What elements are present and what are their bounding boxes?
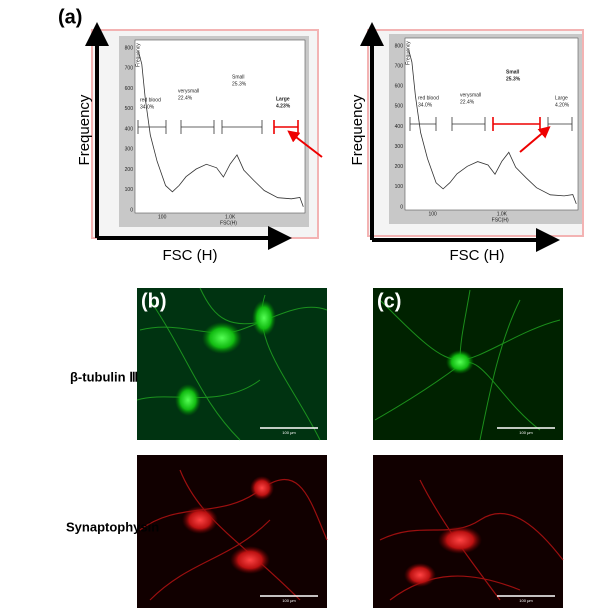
scale-text: 100 μm: [519, 598, 533, 603]
pointer-arrow: [519, 126, 551, 153]
x-tick-label: 100: [429, 211, 438, 217]
gate-name: verysmall: [460, 92, 481, 98]
scale-bars: [260, 427, 555, 597]
histogram-trace: [138, 51, 304, 207]
pointer-arrow: [287, 130, 323, 158]
row-label: β-tubulin Ⅲ: [70, 369, 138, 384]
cell-body: [446, 350, 474, 374]
micrographs: 100 μm 100 μm 100 μm 100 μm (b) (c): [136, 287, 564, 608]
scale-text: 100 μm: [519, 430, 533, 435]
red-cell: [438, 526, 482, 554]
gate-percent: 34.0%: [418, 102, 433, 108]
red-cell: [182, 506, 218, 534]
gate-name: red blood: [140, 97, 161, 103]
x-tick-label: 1.0K: [497, 211, 508, 217]
x-axis-title: FSC (H): [450, 247, 505, 264]
y-tick-label: 700: [395, 63, 404, 69]
y-tick-label: 300: [125, 147, 134, 153]
gate-name: Small: [232, 74, 245, 80]
gate-name: Large: [276, 96, 290, 102]
y-tick-label: 0: [130, 207, 133, 213]
y-tick-label: 0: [400, 204, 403, 210]
y-tick-label: 400: [125, 126, 134, 132]
gate-percent: 4.23%: [276, 103, 291, 109]
panel-label: (c): [377, 290, 401, 312]
panel-label: (a): [58, 6, 82, 28]
y-tick-label: 300: [395, 144, 404, 150]
y-tick-label: 200: [125, 167, 134, 173]
histograms: 800 700 600 500 400 300 200 100 0 Frequency 100 1.0…: [76, 22, 584, 264]
histogram-trace: [408, 49, 577, 205]
gate-name: red blood: [418, 95, 439, 101]
cell-body: [202, 322, 242, 354]
scale-text: 100 μm: [282, 430, 296, 435]
cell-body: [252, 300, 276, 336]
x-axis-title: FSC (H): [163, 247, 218, 264]
y-tick-label: 200: [395, 164, 404, 170]
gate-percent: 34.0%: [140, 104, 155, 110]
y-tick-label: 100: [395, 184, 404, 190]
gate-percent: 22.4%: [460, 99, 475, 105]
inner-x-label: FSC(H): [492, 217, 509, 223]
gate-name: Small: [506, 69, 520, 75]
y-tick-label: 800: [125, 45, 134, 51]
red-cell: [250, 476, 274, 500]
y-tick-label: 800: [395, 43, 404, 49]
y-tick-label: 100: [125, 187, 134, 193]
red-cell: [404, 563, 436, 587]
gate-percent: 25.3%: [232, 81, 247, 87]
x-tick-label: 100: [158, 214, 167, 220]
y-axis-title: Frequency: [76, 94, 93, 165]
y-tick-label: 600: [125, 86, 134, 92]
inner-y-label: Frequency: [135, 43, 141, 67]
gate-name: Large: [555, 95, 568, 101]
image-b-green: [137, 288, 327, 440]
y-tick-label: 700: [125, 66, 134, 72]
y-axis-title: Frequency: [349, 94, 366, 165]
x-tick-label: 1.0K: [225, 214, 236, 220]
y-tick-label: 400: [395, 124, 404, 130]
gate-percent: 25.3%: [506, 76, 521, 82]
gate-percent: 22.4%: [178, 95, 193, 101]
inner-y-label: Frequency: [405, 41, 411, 65]
gate-percent: 4.20%: [555, 102, 570, 108]
scale-text: 100 μm: [282, 598, 296, 603]
red-cell: [230, 546, 270, 574]
row-label: Synaptophysin: [66, 519, 159, 534]
y-tick-label: 500: [395, 104, 404, 110]
gate-name: verysmall: [178, 88, 199, 94]
inner-x-label: FSC(H): [220, 220, 237, 226]
panel-label: (b): [141, 290, 167, 312]
y-tick-label: 600: [395, 84, 404, 90]
cell-body: [175, 384, 201, 416]
y-tick-label: 500: [125, 106, 134, 112]
image-b-red: [137, 455, 327, 608]
